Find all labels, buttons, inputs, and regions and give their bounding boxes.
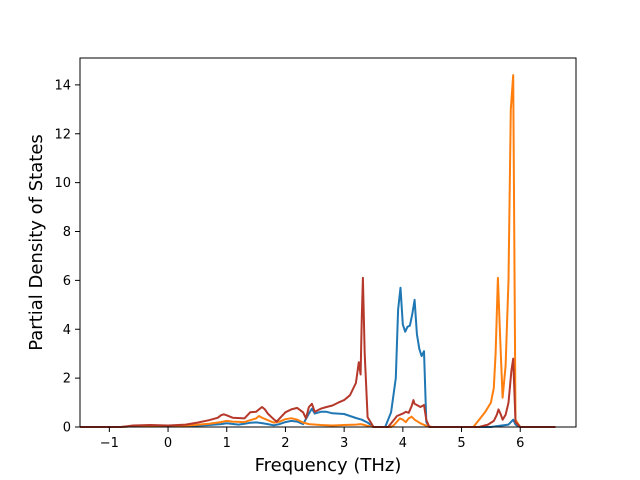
- x-tick-label: 0: [164, 436, 172, 451]
- x-tick-label: 5: [457, 436, 465, 451]
- y-tick-label: 6: [63, 274, 71, 289]
- x-tick-label: 6: [516, 436, 524, 451]
- y-tick-label: 10: [54, 176, 71, 191]
- series-lines: [80, 74, 556, 428]
- series-line-2: [80, 74, 556, 428]
- series-line-3: [80, 276, 556, 428]
- x-tick-label: 3: [340, 436, 348, 451]
- y-tick-label: 0: [63, 421, 71, 436]
- x-tick-label: 2: [281, 436, 289, 451]
- y-tick-label: 12: [54, 127, 71, 142]
- y-tick-label: 4: [63, 323, 71, 338]
- series-line-1: [80, 286, 556, 428]
- x-tick-label: −1: [100, 436, 119, 451]
- x-axis-label: Frequency (THz): [255, 455, 402, 476]
- x-tick-label: 1: [223, 436, 231, 451]
- y-axis-label: Partial Density of States: [26, 134, 47, 351]
- plot-area-frame: [79, 57, 577, 428]
- y-tick-label: 2: [63, 372, 71, 387]
- y-tick-label: 8: [63, 225, 71, 240]
- x-tick-label: 4: [399, 436, 407, 451]
- y-tick-label: 14: [54, 78, 71, 93]
